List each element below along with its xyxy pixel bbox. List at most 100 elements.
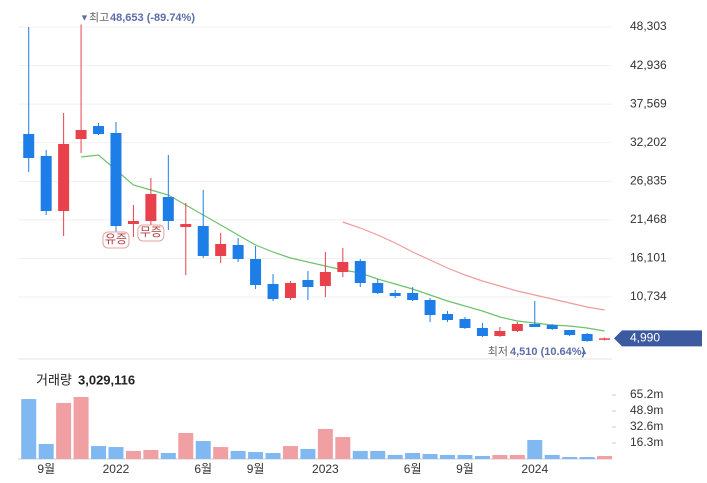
volume-bar: [56, 402, 72, 459]
volume-bar: [474, 455, 490, 459]
candle-body: [162, 196, 174, 221]
volume-bar: [160, 453, 176, 459]
candle-body: [250, 258, 262, 286]
candle-body: [424, 300, 436, 316]
candle-body: [476, 327, 488, 337]
volume-bar: [579, 457, 595, 459]
y-tick-label: 32.6m: [630, 419, 663, 433]
moving-average-line: [342, 221, 605, 311]
volume-bar: [143, 449, 159, 459]
volume-bar: [370, 450, 386, 459]
candle-body: [180, 224, 192, 227]
candle-body: [93, 126, 105, 134]
volume-bar: [300, 448, 316, 459]
volume-bar: [387, 454, 403, 459]
y-tick-label: 21,468: [630, 212, 667, 226]
x-tick-label: 6월: [404, 462, 422, 476]
candle-body: [145, 194, 157, 221]
candle-body: [302, 279, 314, 287]
volume-bar: [422, 453, 438, 459]
volume-bar: [73, 396, 89, 459]
candle-body: [127, 220, 139, 225]
candle-body: [546, 324, 558, 330]
last-price: 4,990: [630, 330, 660, 344]
x-tick-label: 9월: [37, 462, 55, 476]
volume-bar: [108, 447, 124, 459]
volume-bar: [265, 453, 281, 459]
candle-body: [110, 132, 122, 226]
candle-body: [319, 271, 331, 286]
volume-bar: [544, 454, 560, 459]
event-badge: [102, 231, 130, 249]
volume-bar: [248, 452, 264, 459]
candle-body: [494, 331, 506, 337]
y-tick-label: 16.3m: [630, 435, 663, 449]
candle-body: [215, 244, 227, 256]
high-marker: ▼: [80, 12, 89, 22]
volume-bar: [457, 454, 473, 459]
low-value: 4,510 (10.64%): [510, 346, 586, 358]
y-tick-label: 37,569: [630, 96, 667, 110]
y-tick-label: 65.2m: [630, 387, 663, 401]
candle-body: [40, 156, 52, 211]
candle-body: [442, 314, 454, 320]
volume-bar: [282, 446, 298, 459]
volume-bar: [213, 447, 229, 459]
high-value: 48,653 (-89.74%): [110, 12, 195, 24]
volume-bar: [509, 454, 525, 459]
volume-bar: [195, 441, 211, 459]
volume-bar: [125, 450, 141, 459]
volume-bar: [38, 443, 54, 459]
candle-body: [23, 133, 35, 159]
event-label: 유증: [105, 232, 127, 246]
candle-body: [581, 333, 593, 341]
volume-bar: [91, 446, 107, 459]
candle-body: [354, 261, 366, 284]
y-tick-label: 26,835: [630, 173, 667, 187]
volume-bar: [352, 450, 368, 459]
candle-body: [372, 283, 384, 294]
x-tick-label: 2023: [312, 462, 339, 476]
x-tick-label: 2022: [103, 462, 130, 476]
volume-bar: [492, 454, 508, 459]
volume-title: 거래량: [36, 372, 72, 387]
candle-body: [75, 130, 87, 140]
candle-body: [459, 318, 471, 328]
volume-bar: [562, 457, 578, 459]
volume-bar: [230, 450, 246, 459]
volume-current: 3,029,116: [78, 372, 135, 387]
candle-body: [232, 245, 244, 259]
candle-body: [267, 284, 279, 300]
candle-body: [284, 283, 296, 299]
y-tick-label: 32,202: [630, 135, 667, 149]
volume-bar: [335, 437, 351, 459]
volume-bar: [405, 453, 421, 459]
volume-bar: [527, 439, 543, 459]
volume-bar: [317, 428, 333, 459]
volume-bar: [597, 456, 613, 459]
y-tick-label: 10,734: [630, 289, 667, 303]
y-tick-label: 48.9m: [630, 403, 663, 417]
event-label: 무증: [140, 225, 162, 239]
candle-body: [197, 225, 209, 256]
x-tick-label: 9월: [247, 462, 265, 476]
low-label: 최저: [488, 345, 508, 358]
event-badge: [137, 224, 165, 242]
volume-bar: [21, 399, 37, 459]
candle-body: [389, 293, 401, 296]
high-label: 최고: [89, 11, 109, 24]
last-price-badge: [614, 330, 702, 347]
low-marker: ▲: [580, 347, 588, 356]
y-tick-label: 48,303: [630, 19, 667, 33]
candle-body: [529, 324, 541, 327]
y-tick-label: 16,101: [630, 251, 667, 265]
x-tick-label: 6월: [194, 462, 212, 476]
volume-bar: [440, 454, 456, 459]
x-tick-label: 2024: [521, 462, 548, 476]
y-tick-label: 42,936: [630, 58, 667, 72]
candle-body: [599, 338, 611, 340]
candle-body: [58, 144, 70, 211]
candle-body: [564, 330, 576, 335]
